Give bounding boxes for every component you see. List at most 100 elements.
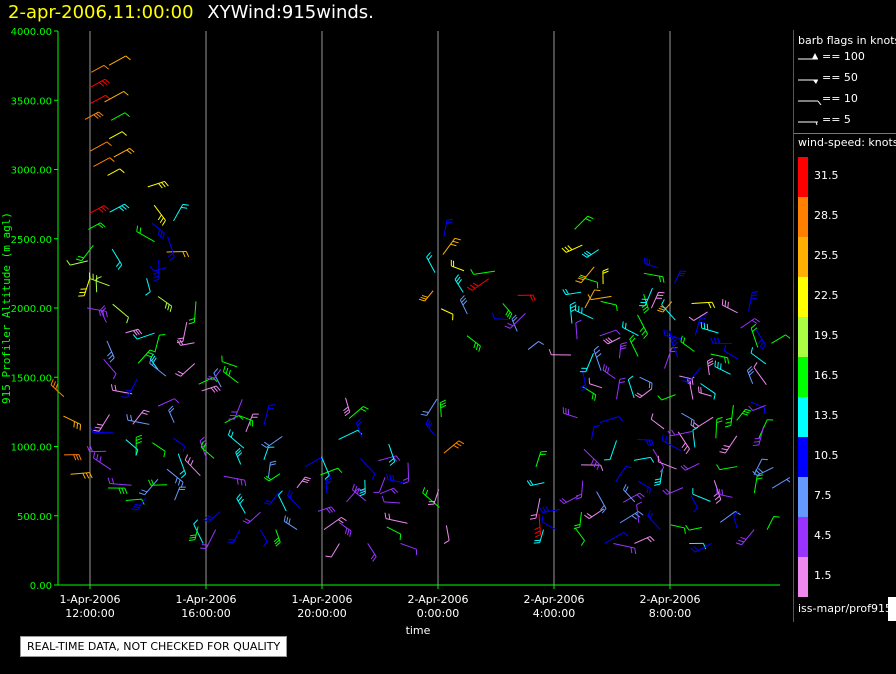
wind-barb [715, 416, 723, 439]
x-tick-label: 2-Apr-2006 [523, 593, 584, 606]
wind-barb [111, 248, 123, 270]
wind-barb [559, 495, 579, 505]
speed-swatch [798, 557, 808, 597]
wind-barb [147, 180, 169, 189]
wind-barb [766, 516, 780, 530]
wind-barb [689, 542, 707, 550]
wind-barb [109, 203, 130, 213]
flags-title: barb flags in knots [798, 34, 896, 47]
wind-barb [113, 147, 135, 158]
x-tick-label: 12:00:00 [65, 607, 114, 620]
wind-barb [615, 465, 632, 482]
wind-barb [152, 442, 166, 458]
wind-barb [575, 319, 582, 340]
wind-barb [692, 488, 711, 502]
wind-barb [86, 445, 107, 453]
legend-panel: barb flags in knots == 100 == 50 == 10 =… [793, 30, 896, 622]
speed-row: 1.5 [794, 557, 896, 597]
wind-barb [753, 362, 767, 385]
wind-barb [121, 378, 138, 398]
wind-barb [93, 414, 110, 432]
wind-barb [213, 368, 222, 388]
wind-barb [752, 425, 765, 447]
title-timestamp: 2-apr-2006,11:00:00 [8, 2, 194, 23]
wind-barb [604, 531, 629, 544]
legend-scrollbar[interactable] [888, 597, 896, 621]
wind-barb [222, 365, 239, 384]
wind-barb [662, 487, 684, 495]
wind-barb [682, 367, 701, 383]
wind-barb [110, 384, 133, 395]
speed-swatch [798, 397, 808, 437]
x-tick-label: 8:00:00 [649, 607, 691, 620]
wind-barb [200, 441, 215, 459]
wind-barb [228, 399, 243, 420]
wind-barb [602, 364, 616, 380]
speed-row: 25.5 [794, 237, 896, 277]
wind-barb [355, 418, 363, 438]
wind-barb [267, 460, 277, 478]
wind-barb [50, 379, 65, 398]
wind-barb [657, 455, 677, 470]
wind-barb [64, 454, 82, 461]
wind-barb [750, 323, 759, 348]
wind-barb [193, 519, 204, 544]
wind-barb [599, 416, 624, 423]
wind-barb [650, 291, 665, 309]
speed-swatch [798, 237, 808, 277]
wind-barb [581, 464, 604, 471]
speed-label: 19.5 [814, 329, 839, 342]
wind-barb [599, 329, 621, 337]
flag-row-50: == 50 [794, 68, 896, 89]
x-tick-label: 1-Apr-2006 [291, 593, 352, 606]
x-tick-label: 1-Apr-2006 [59, 593, 120, 606]
wind-barb [202, 511, 221, 523]
wind-barb [201, 385, 221, 393]
wind-barb [378, 455, 401, 462]
wind-barb [692, 426, 699, 448]
wind-barb [574, 304, 594, 320]
wind-barb [325, 543, 340, 558]
flag-row-5: == 5 [794, 110, 896, 131]
flag-5-icon [798, 121, 818, 126]
wind-barb [106, 340, 115, 363]
wind-barb [422, 487, 440, 508]
wind-barb [670, 524, 686, 534]
wind-barb [263, 446, 275, 460]
wind-barb [188, 526, 199, 541]
wind-barb [627, 375, 635, 399]
wind-barb [470, 268, 496, 275]
wind-barb [657, 301, 673, 313]
wind-barb [753, 458, 768, 476]
wind-barb [539, 506, 560, 514]
wind-barb [578, 276, 599, 289]
wind-barb [277, 490, 287, 512]
wind-barb [670, 335, 679, 358]
wind-barb [176, 339, 195, 346]
flag-50-icon [798, 79, 818, 84]
wind-barb [661, 434, 681, 451]
wind-barb [63, 415, 82, 431]
wind-barb [771, 477, 790, 489]
wind-barb [750, 347, 767, 365]
wind-barb [188, 301, 197, 325]
wind-barb [622, 321, 639, 337]
y-tick-label: 0.00 [30, 581, 52, 592]
wind-barb [533, 529, 544, 544]
wind-barb [78, 276, 91, 297]
wind-barb [575, 266, 595, 284]
y-tick-label: 2000.00 [11, 304, 52, 315]
wind-barb [107, 477, 132, 486]
x-tick-label: 2-Apr-2006 [407, 593, 468, 606]
wind-barb [735, 529, 755, 546]
wind-barb [637, 480, 651, 495]
wind-barb [126, 414, 150, 425]
wind-barb [581, 385, 597, 401]
wind-barb [604, 440, 618, 461]
wind-barb [402, 462, 410, 485]
wind-barb [602, 268, 609, 285]
wind-barb [149, 266, 167, 272]
wind-barb [541, 515, 556, 531]
speed-row: 4.5 [794, 517, 896, 557]
speed-label: 28.5 [814, 209, 839, 222]
